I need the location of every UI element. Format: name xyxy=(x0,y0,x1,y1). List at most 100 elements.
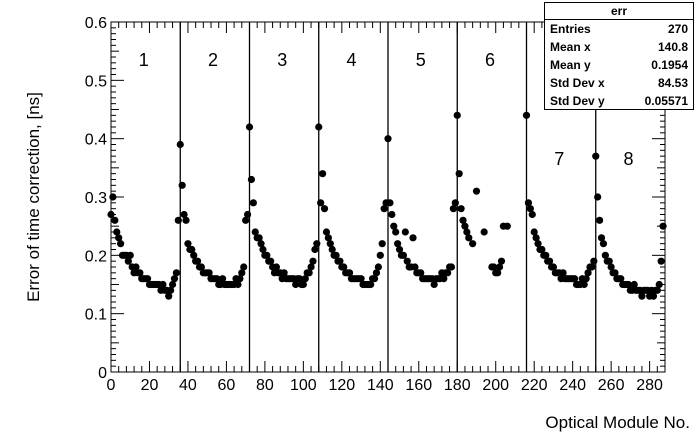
y-tick-label: 0.1 xyxy=(85,307,107,324)
x-tick-label: 240 xyxy=(559,377,586,394)
stats-row-entries: Entries 270 xyxy=(545,20,693,38)
data-point xyxy=(597,234,606,242)
stats-box: err Entries 270 Mean x 140.8 Mean y 0.19… xyxy=(544,2,694,110)
data-point xyxy=(447,263,456,271)
data-point xyxy=(132,263,140,271)
y-tick-label: 0.3 xyxy=(85,190,107,207)
data-point xyxy=(440,275,448,283)
data-point xyxy=(251,228,259,236)
stats-value: 270 xyxy=(667,22,688,36)
data-point xyxy=(170,275,179,283)
data-point xyxy=(590,257,598,265)
x-tick-label: 260 xyxy=(598,377,625,394)
x-tick-label: 0 xyxy=(107,377,116,394)
y-tick-label: 0.6 xyxy=(85,15,107,32)
stats-label: Mean x xyxy=(550,40,591,54)
x-tick-label: 200 xyxy=(482,377,509,394)
data-point xyxy=(388,210,396,219)
data-point xyxy=(345,269,354,277)
x-tick-label: 280 xyxy=(636,377,663,394)
data-point xyxy=(495,263,504,271)
section-label: 3 xyxy=(277,50,287,70)
data-point xyxy=(197,263,206,271)
data-point xyxy=(188,245,196,254)
data-point xyxy=(605,257,613,265)
data-point xyxy=(324,234,332,242)
data-point xyxy=(451,199,459,207)
y-tick-label: 0.2 xyxy=(85,248,107,265)
x-axis-label: Optical Module No. xyxy=(545,413,690,432)
data-point xyxy=(301,275,309,283)
section-label: 6 xyxy=(485,50,495,70)
data-point xyxy=(236,275,244,283)
data-point xyxy=(326,240,334,248)
data-point xyxy=(395,245,404,254)
stats-value: 84.53 xyxy=(657,76,688,90)
data-point xyxy=(528,210,536,219)
data-point xyxy=(599,240,608,248)
data-point xyxy=(384,135,392,143)
data-point xyxy=(307,263,315,271)
data-point xyxy=(267,257,275,265)
data-point xyxy=(159,280,167,289)
data-point xyxy=(240,263,248,271)
data-point xyxy=(340,263,348,271)
data-point xyxy=(320,205,329,213)
data-point xyxy=(168,280,177,289)
data-point xyxy=(465,234,473,242)
data-point xyxy=(115,234,123,242)
stats-row-std-dev-x: Std Dev x 84.53 xyxy=(545,74,693,92)
stats-label: Std Dev y xyxy=(550,94,605,108)
data-point xyxy=(386,199,394,207)
data-point xyxy=(582,275,590,283)
data-point xyxy=(180,210,188,219)
data-point xyxy=(295,275,304,283)
data-point xyxy=(494,269,502,277)
data-point xyxy=(444,269,452,277)
data-point xyxy=(336,257,344,265)
data-point xyxy=(403,257,411,265)
data-point xyxy=(497,257,506,265)
stats-row-std-dev-y: Std Dev y 0.05571 xyxy=(545,92,693,110)
data-point xyxy=(190,251,198,259)
data-point xyxy=(532,234,540,242)
data-point xyxy=(245,123,254,131)
data-point xyxy=(490,263,498,271)
stats-value: 0.05571 xyxy=(644,94,688,108)
data-point xyxy=(124,257,132,265)
data-point xyxy=(534,240,542,248)
stats-label: Std Dev x xyxy=(550,76,605,90)
data-point xyxy=(530,228,538,236)
data-point xyxy=(570,275,579,283)
data-point xyxy=(390,222,398,230)
section-label: 8 xyxy=(623,149,633,169)
data-point xyxy=(218,275,227,283)
stats-row-mean-y: Mean y 0.1954 xyxy=(545,56,693,74)
data-point xyxy=(299,280,307,289)
data-point xyxy=(542,251,550,259)
section-label: 1 xyxy=(139,50,149,70)
data-point xyxy=(545,257,554,265)
data-point xyxy=(457,205,465,213)
data-point xyxy=(272,263,281,271)
data-point xyxy=(461,222,469,230)
x-tick-label: 20 xyxy=(141,377,159,394)
section-label: 4 xyxy=(346,50,356,70)
data-point xyxy=(317,199,325,207)
data-point xyxy=(480,228,488,236)
data-point xyxy=(449,205,458,213)
data-point xyxy=(392,228,400,236)
data-point xyxy=(638,292,646,300)
data-point xyxy=(503,222,511,230)
data-point xyxy=(280,269,288,277)
data-point xyxy=(113,228,121,236)
stats-label: Entries xyxy=(550,22,591,36)
data-point xyxy=(174,216,182,224)
data-point xyxy=(417,269,425,277)
data-point xyxy=(247,175,256,184)
data-point xyxy=(649,292,658,300)
stats-title: err xyxy=(545,3,693,20)
data-point xyxy=(292,280,300,289)
data-point xyxy=(522,111,531,119)
data-point xyxy=(126,251,134,259)
